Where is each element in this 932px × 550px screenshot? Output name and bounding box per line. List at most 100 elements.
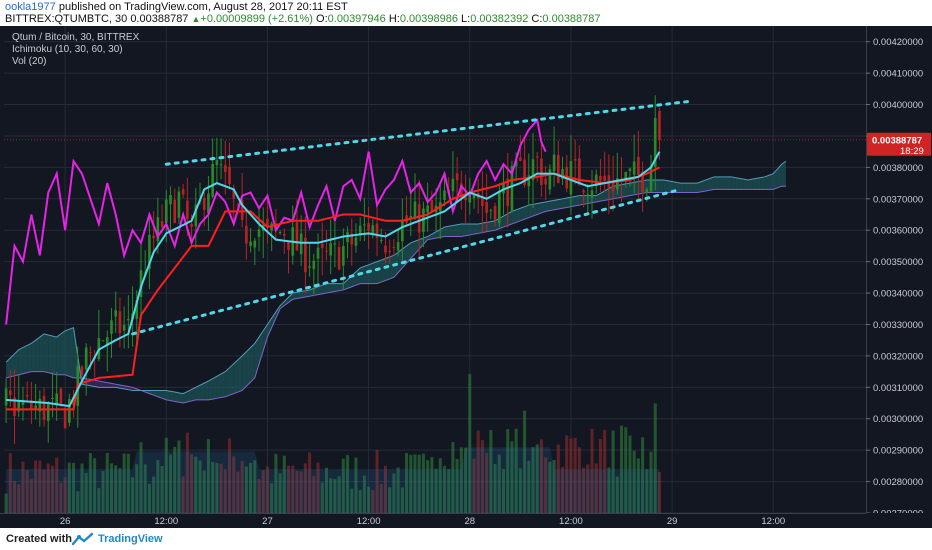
volume-bar bbox=[261, 470, 265, 513]
candle-body bbox=[139, 270, 143, 298]
price-tick-label: 0.00280000 bbox=[873, 477, 923, 488]
cloud-segment bbox=[714, 176, 719, 190]
candle-body bbox=[55, 393, 58, 404]
volume-bar bbox=[371, 490, 375, 513]
price-axis[interactable]: 0.004200000.004100000.004000000.00390000… bbox=[4, 26, 932, 528]
cloud-segment bbox=[309, 288, 314, 297]
cloud-segment bbox=[448, 225, 453, 237]
candle-body bbox=[63, 408, 67, 429]
candle-body bbox=[245, 225, 248, 244]
volume-bar bbox=[645, 469, 649, 513]
senkou-span-b-line bbox=[5, 185, 786, 404]
volume-bar bbox=[510, 441, 514, 513]
cloud-segment bbox=[478, 223, 483, 234]
volume-bar bbox=[223, 469, 227, 513]
candle-body bbox=[519, 157, 522, 162]
cloud-segment bbox=[583, 195, 588, 205]
candle-body bbox=[308, 266, 311, 268]
cloud-segment bbox=[385, 256, 390, 281]
volume-bar bbox=[649, 451, 653, 513]
volume-bar bbox=[287, 465, 291, 513]
volume-bar bbox=[177, 440, 181, 513]
cloud-segment bbox=[44, 333, 49, 373]
tradingview-brand[interactable]: TradingView bbox=[98, 533, 163, 545]
cloud-segment bbox=[10, 353, 15, 377]
volume-bar bbox=[147, 483, 151, 513]
candle-body bbox=[122, 325, 126, 331]
cloud-segment bbox=[212, 376, 217, 400]
candle-body bbox=[105, 337, 109, 346]
high-label: H: bbox=[388, 13, 400, 25]
upper-trendline bbox=[164, 99, 691, 166]
volume-bar bbox=[362, 475, 366, 513]
cloud-segment bbox=[680, 183, 685, 193]
volume-bar bbox=[316, 462, 320, 513]
volume-bar bbox=[232, 456, 236, 513]
candle-body bbox=[582, 190, 585, 193]
volume-bar bbox=[202, 470, 206, 513]
cloud-segment bbox=[427, 234, 432, 240]
volume-bar bbox=[80, 463, 84, 513]
cloud-segment bbox=[292, 292, 297, 300]
volume-bar bbox=[628, 435, 632, 513]
time-axis[interactable]: 26 12:00 27 12:00 28 12:00 29 12:00 bbox=[0, 513, 932, 528]
volume-bar bbox=[577, 447, 581, 513]
change-value: +0.00009899 (+2.61%) bbox=[200, 13, 313, 25]
volume-bar bbox=[426, 460, 430, 513]
cloud-segment bbox=[549, 200, 555, 211]
cloud-segment bbox=[457, 223, 462, 237]
volume-bars bbox=[4, 374, 661, 513]
cloud-segment bbox=[35, 337, 40, 372]
volume-bar bbox=[274, 453, 278, 513]
cloud-segment bbox=[419, 238, 424, 250]
volume-bar bbox=[114, 465, 118, 513]
author-link[interactable]: ookla1977 bbox=[5, 1, 56, 13]
candle-body bbox=[531, 159, 535, 180]
last-price: 0.00388787 bbox=[130, 13, 189, 25]
volume-bar bbox=[122, 453, 126, 513]
cloud-segment bbox=[313, 286, 319, 296]
candle-body bbox=[181, 189, 185, 195]
cloud-segment bbox=[73, 327, 78, 378]
cloud-segment bbox=[157, 390, 163, 399]
candle-body bbox=[653, 117, 657, 168]
candle-body bbox=[502, 182, 505, 194]
candle-body bbox=[540, 158, 543, 185]
volume-bar bbox=[139, 442, 143, 513]
volume-bar bbox=[442, 465, 447, 513]
candle-body bbox=[118, 311, 122, 334]
time-axis-background bbox=[0, 513, 932, 528]
price-chart[interactable]: 0.004200000.004100000.004000000.00390000… bbox=[0, 26, 932, 528]
volume-bar bbox=[472, 458, 476, 513]
volume-bar bbox=[34, 460, 38, 513]
volume-bar bbox=[109, 463, 114, 513]
candle-body bbox=[641, 171, 644, 193]
candle-body bbox=[202, 198, 206, 210]
cloud-segment bbox=[511, 209, 517, 224]
time-tick-label: 12:00 bbox=[154, 516, 178, 527]
cloud-segment bbox=[69, 327, 74, 378]
cloud-segment bbox=[149, 390, 154, 396]
cloud-segment bbox=[6, 357, 11, 378]
cloud-segment bbox=[444, 226, 449, 237]
volume-bar bbox=[173, 446, 177, 513]
cloud-segment bbox=[520, 206, 525, 221]
open-value: 0.00397946 bbox=[327, 13, 386, 25]
cloud-segment bbox=[655, 179, 660, 193]
candle-body bbox=[304, 237, 307, 273]
candle-body bbox=[80, 366, 84, 376]
cloud-segment bbox=[528, 204, 534, 218]
cloud-segment bbox=[575, 195, 580, 206]
volume-bar bbox=[164, 437, 168, 513]
volume-bar bbox=[303, 463, 307, 513]
candle-body bbox=[649, 166, 653, 192]
volume-bar bbox=[168, 454, 173, 513]
candle-body bbox=[430, 199, 434, 213]
volume-bar bbox=[312, 476, 316, 513]
trendlines[interactable] bbox=[131, 99, 691, 336]
candle-body bbox=[30, 400, 33, 410]
volume-bar bbox=[308, 452, 312, 513]
volume-bar bbox=[72, 462, 76, 513]
volume-bar bbox=[497, 454, 501, 513]
volume-bar bbox=[198, 460, 202, 513]
